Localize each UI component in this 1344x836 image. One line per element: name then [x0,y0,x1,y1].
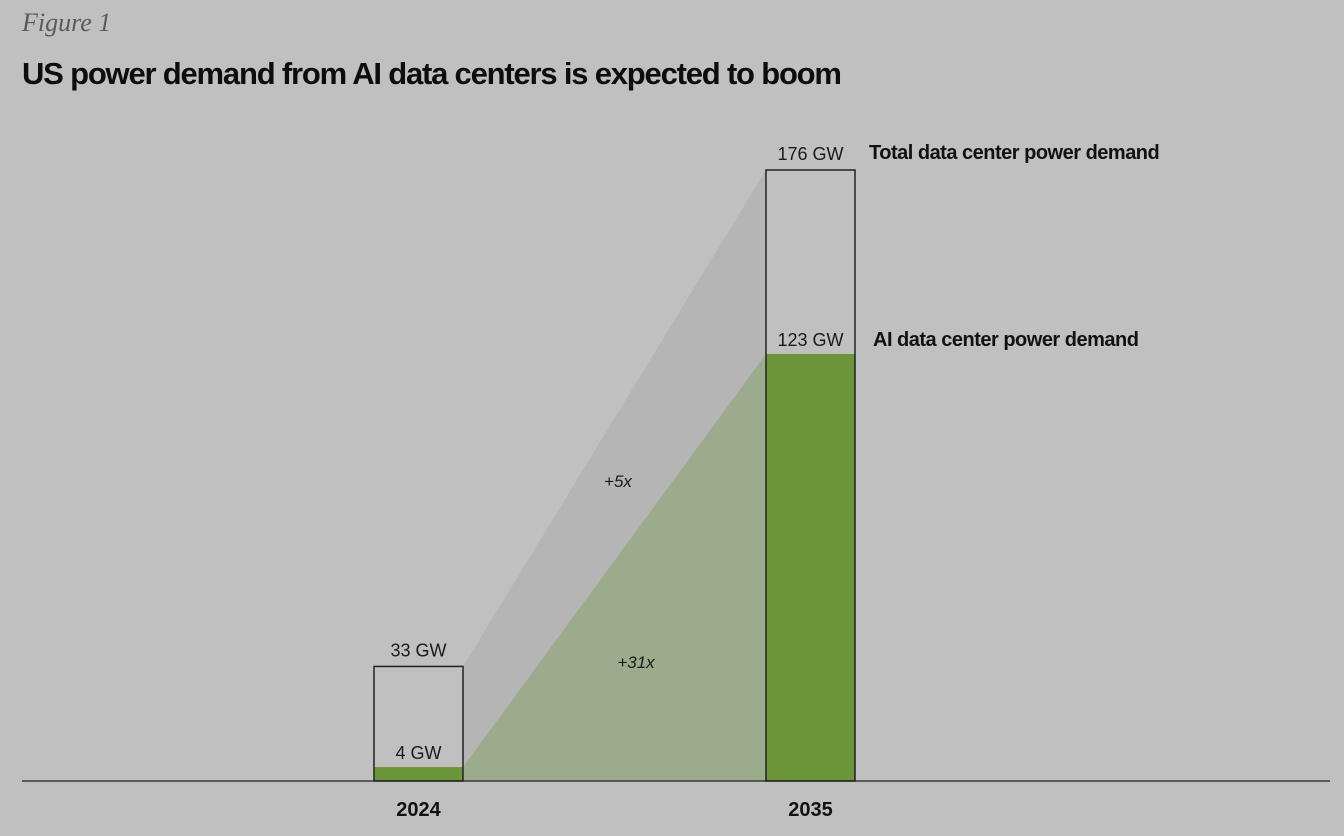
bar-total-2024 [373,665,464,782]
data-label-total-2035: 176 GW [777,144,843,164]
bar-ai-2035 [766,353,855,781]
x-tick-2024: 2024 [396,799,441,821]
figure-label: Figure 1 [22,8,112,37]
series-label-ai: AI data center power demand [873,329,1138,351]
x-tick-2035: 2035 [788,799,833,821]
ai-growth-band [463,353,766,781]
data-label-ai-2024: 4 GW [395,743,441,763]
growth-label-total: +5x [604,472,632,491]
data-label-ai-2035: 123 GW [777,330,843,350]
data-label-total-2024: 33 GW [390,640,446,660]
chart-title: US power demand from AI data centers is … [22,56,842,91]
bar-ai-2024 [374,767,463,781]
growth-label-ai: +31x [617,653,655,672]
series-label-total: Total data center power demand [869,142,1159,164]
